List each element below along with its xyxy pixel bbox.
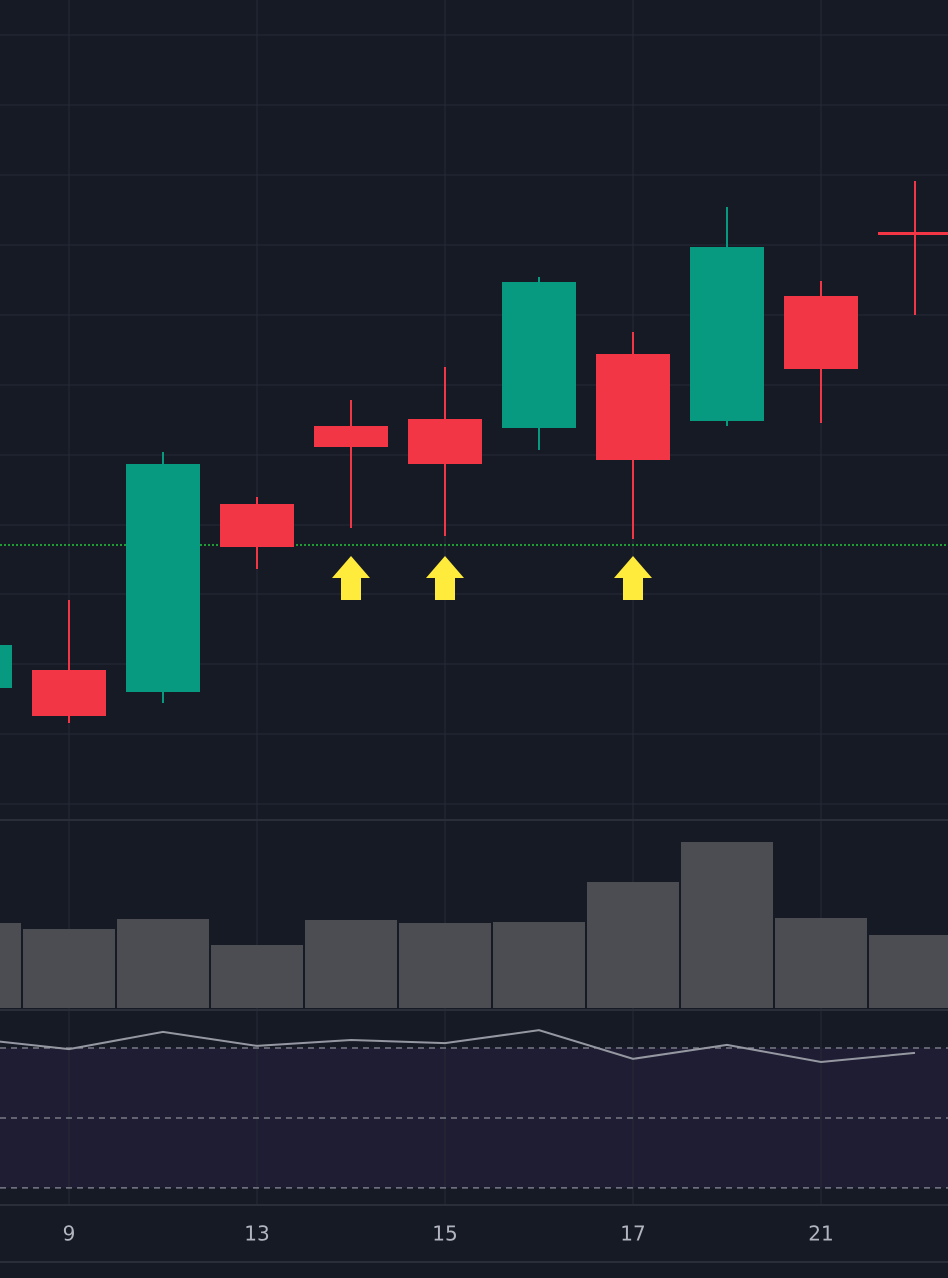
candle-body [32, 670, 106, 716]
candle-body [126, 464, 200, 692]
candle-body [878, 232, 948, 235]
x-tick-label: 21 [808, 1222, 833, 1246]
x-tick-label: 15 [432, 1222, 457, 1246]
volume-bar [775, 918, 867, 1008]
volume-bar [0, 923, 21, 1008]
signal-arrow [426, 556, 464, 600]
candle-body [784, 296, 858, 369]
volume-bar [23, 929, 115, 1008]
volume-bar [117, 919, 209, 1008]
x-tick-label: 13 [244, 1222, 269, 1246]
volume-bar [211, 945, 303, 1008]
signal-arrow [332, 556, 370, 600]
x-tick-label: 17 [620, 1222, 645, 1246]
volume-bar [587, 882, 679, 1008]
rsi-line [0, 1029, 916, 1064]
candle-body [502, 282, 576, 428]
volume-bar [399, 923, 491, 1008]
candle-body [0, 645, 12, 688]
volume-bar [493, 922, 585, 1008]
volume-bar [305, 920, 397, 1008]
volume-bar [869, 935, 948, 1008]
candle-body [690, 247, 764, 421]
candle-body [220, 504, 294, 547]
candle-body [314, 426, 388, 447]
candle-body [408, 419, 482, 464]
volume-bar [681, 842, 773, 1008]
candle-body [596, 354, 670, 460]
x-tick-label: 9 [63, 1222, 76, 1246]
signal-arrow [614, 556, 652, 600]
